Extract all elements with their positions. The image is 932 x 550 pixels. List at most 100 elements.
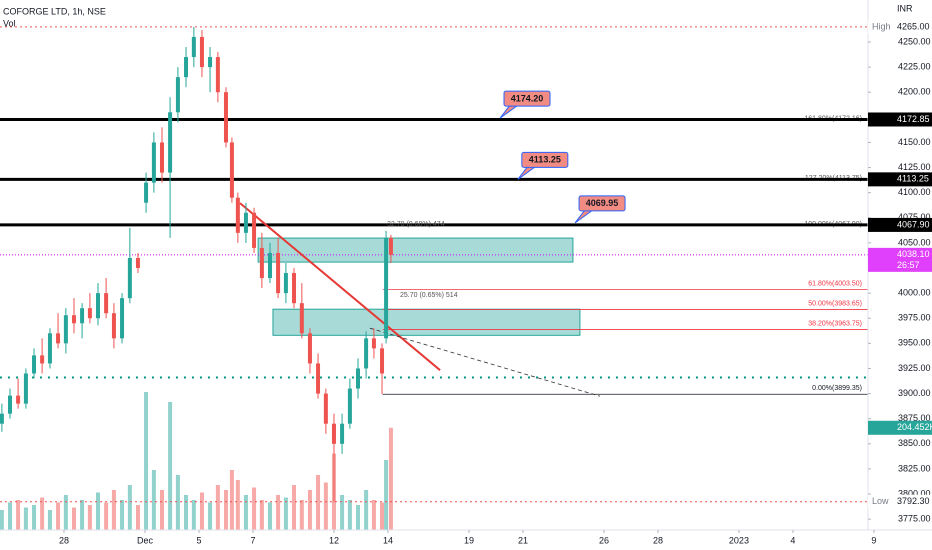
- x-tick-label: 4: [790, 535, 795, 545]
- volume-bar: [104, 502, 109, 530]
- candle-body: [223, 92, 228, 143]
- volume-bar: [7, 502, 12, 530]
- callout-box: [503, 90, 551, 107]
- volume-bar: [384, 460, 389, 530]
- volume-bar: [0, 510, 4, 530]
- y-tick-label: 3925.00: [898, 363, 931, 373]
- level-tag-label: 4067.90: [897, 219, 930, 229]
- trendline: [239, 202, 441, 371]
- volume-bar: [87, 505, 92, 530]
- y-tick-label: 4075.00: [898, 212, 931, 222]
- volume-bar: [127, 485, 132, 530]
- volume-bar: [364, 490, 369, 530]
- candle-body: [40, 355, 45, 364]
- candle-body: [120, 298, 125, 339]
- volume-bar: [16, 500, 21, 530]
- zone: [257, 237, 574, 263]
- candle-body: [355, 368, 360, 389]
- volume-bar: [120, 500, 125, 530]
- candle-body: [340, 423, 345, 444]
- x-tick-label: 19: [464, 535, 474, 545]
- volume-bar: [283, 497, 288, 530]
- candle-body: [111, 313, 116, 339]
- volume-bar: [307, 490, 312, 530]
- high-tag-label: 4265.00: [897, 21, 930, 31]
- candle-body: [243, 212, 248, 233]
- candle-body: [380, 348, 385, 374]
- y-tick-label: 4250.00: [898, 36, 931, 46]
- level-tag-label: 4172.85: [897, 114, 930, 124]
- callout-label: 4069.95: [586, 198, 619, 208]
- candle-body: [384, 237, 389, 339]
- symbol-title: COFORGE LTD, 1h, NSE: [3, 6, 106, 16]
- candle-body: [276, 252, 281, 294]
- volume-bar: [23, 507, 28, 530]
- y-tick-label: 3850.00: [898, 438, 931, 448]
- candle-body: [104, 293, 109, 314]
- x-tick-label: 26: [599, 535, 609, 545]
- candle-body: [371, 338, 376, 349]
- volume-bar: [184, 495, 189, 530]
- x-tick-label: 12: [329, 535, 339, 545]
- candle-body: [347, 388, 352, 424]
- x-tick-label: 28: [653, 535, 663, 545]
- low-tag-label: 3792.30: [897, 496, 930, 506]
- volume-tag: [868, 420, 932, 435]
- volume-bar: [371, 500, 376, 530]
- volume-bar: [340, 495, 345, 530]
- y-tick-label: 3975.00: [898, 313, 931, 323]
- candle-body: [144, 182, 149, 203]
- volume-bar: [380, 502, 385, 530]
- x-tick-label: 7: [250, 535, 255, 545]
- candle-body: [56, 333, 61, 344]
- candle-body: [229, 142, 234, 198]
- callout-box: [578, 195, 626, 212]
- candle-body: [159, 142, 164, 173]
- y-tick-label: 4225.00: [898, 61, 931, 71]
- candle-body: [23, 373, 28, 404]
- x-tick-label: Dec: [137, 535, 154, 545]
- x-tick-label: 9: [871, 535, 876, 545]
- y-tick-label: 4200.00: [898, 87, 931, 97]
- level-tag-label: 4113.25: [897, 174, 929, 184]
- countdown: 26:57: [897, 260, 920, 270]
- volume-bar: [388, 427, 393, 530]
- volume-bar: [168, 402, 173, 530]
- volume-bar: [199, 492, 204, 530]
- volume-bar: [235, 480, 240, 530]
- volume-bar: [223, 490, 228, 530]
- fib-label: 50.00%(3983.65): [808, 300, 862, 307]
- candle-body: [299, 303, 304, 334]
- volume-bar: [32, 505, 37, 530]
- candle-body: [292, 273, 297, 304]
- y-tick-label: 3800.00: [898, 488, 931, 498]
- candle-body: [168, 112, 173, 173]
- candle-body: [267, 252, 272, 279]
- currency: INR: [897, 3, 913, 13]
- candle-body: [47, 333, 52, 364]
- x-tick-label: 28: [59, 535, 69, 545]
- y-tick-label: 3950.00: [898, 338, 931, 348]
- volume-bar: [111, 490, 116, 530]
- volume-bar: [208, 502, 213, 530]
- candle-body: [151, 142, 156, 183]
- candle-body: [80, 308, 85, 324]
- candle-body: [87, 308, 92, 319]
- level-tag: [868, 172, 932, 187]
- y-tick-label: 4125.00: [898, 162, 931, 172]
- measure-label: 25.70 (0.65%) 514: [400, 292, 458, 299]
- last-price-tag-label: 4038.10: [897, 249, 930, 259]
- candle-body: [199, 36, 204, 68]
- fib-label: 61.80%(4003.50): [808, 280, 862, 287]
- candle-body: [184, 57, 189, 78]
- volume-bar: [323, 482, 328, 530]
- volume-bar: [71, 507, 76, 530]
- level-tag: [868, 112, 932, 127]
- volume-bar: [80, 500, 85, 530]
- low-tag: [868, 494, 932, 509]
- candle-body: [191, 36, 196, 58]
- candle-body: [215, 57, 220, 93]
- x-tick-label: 2023: [729, 535, 749, 545]
- volume-bar: [135, 505, 140, 530]
